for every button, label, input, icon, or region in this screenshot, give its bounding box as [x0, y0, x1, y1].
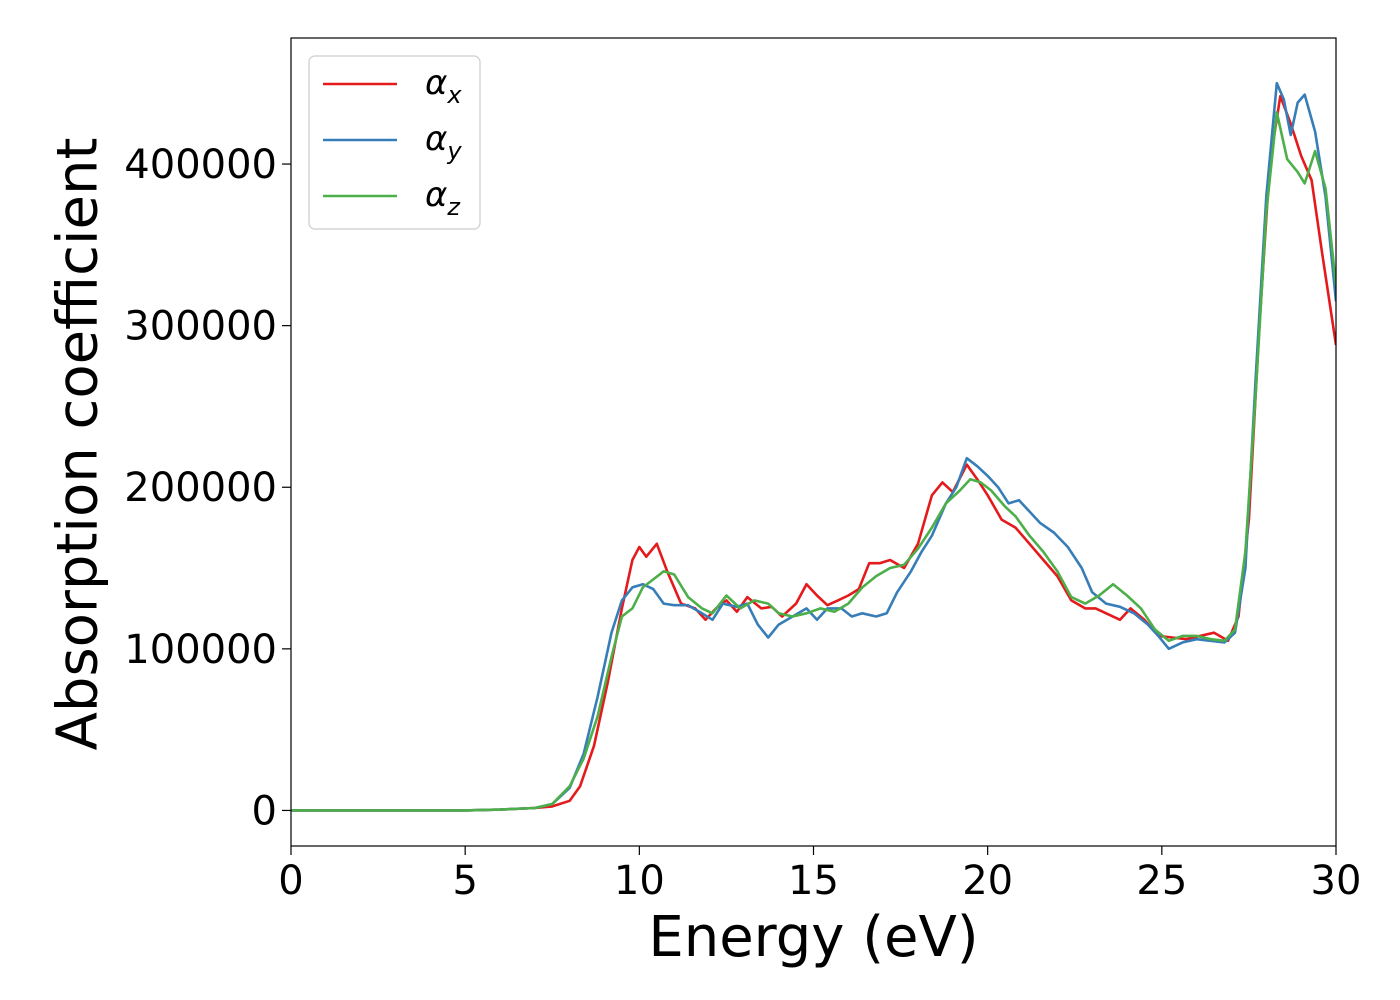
legend: αx αy αz: [308, 55, 481, 230]
y-tick-label: 300000: [124, 304, 277, 350]
series-layer: [291, 81, 1336, 812]
y-tick-label: 400000: [124, 142, 277, 188]
x-tick-label: 0: [278, 858, 303, 904]
x-tick-label: 15: [788, 858, 839, 904]
x-tick-label: 25: [1136, 858, 1187, 904]
x-tick-label: 5: [452, 858, 477, 904]
legend-label-x: αx: [425, 63, 462, 109]
x-tick-label: 20: [962, 858, 1013, 904]
x-axis-title: Energy (eV): [648, 905, 978, 970]
y-tick-label: 100000: [124, 627, 277, 673]
legend-label-y: αy: [425, 119, 462, 165]
series-line-y: [291, 81, 1336, 812]
x-tick-label: 10: [614, 858, 665, 904]
series-line-z: [291, 111, 1336, 812]
legend-box: [308, 55, 481, 230]
y-axis-ticks: 0 100000 200000 300000 400000: [124, 142, 291, 834]
legend-label-z: αz: [425, 175, 461, 221]
y-axis-title: Absorption coefficient: [46, 138, 111, 751]
y-tick-label: 200000: [124, 465, 277, 511]
x-tick-label: 30: [1311, 858, 1362, 904]
series-line-x: [291, 94, 1336, 812]
x-axis-ticks: 0 5 10 15 20 25 30: [278, 846, 1361, 904]
y-tick-label: 0: [252, 788, 277, 834]
